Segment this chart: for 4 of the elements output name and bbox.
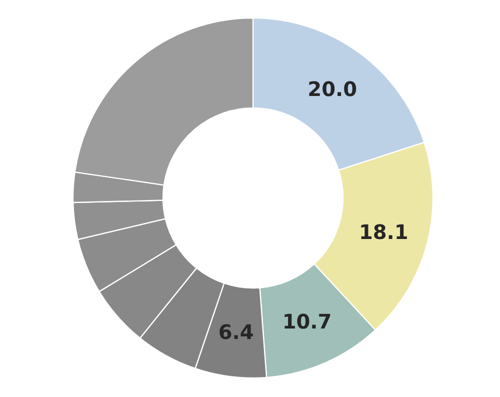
data-label: 6.4 [218,320,254,344]
data-label: 18.1 [358,220,408,244]
data-label: 10.7 [282,310,332,334]
data-label: 20.0 [308,76,358,101]
